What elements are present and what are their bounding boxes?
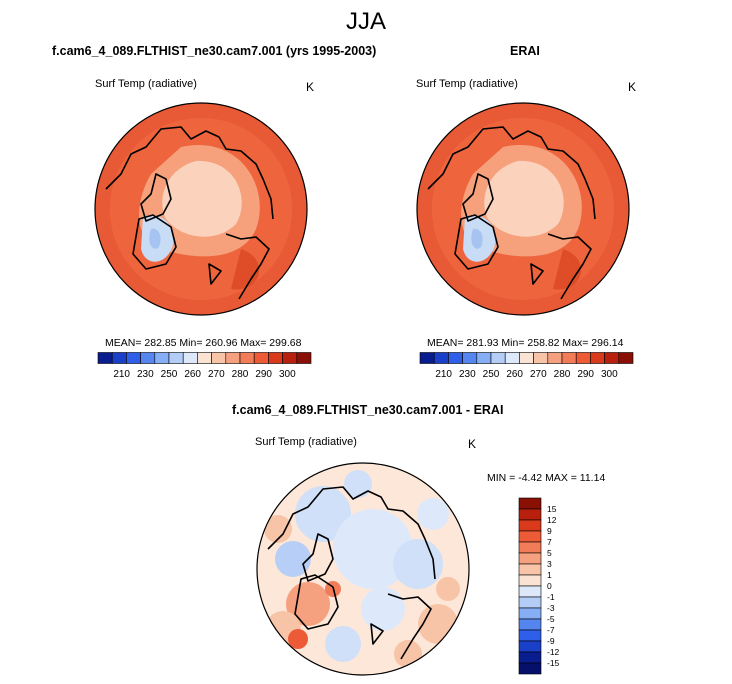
colorbar-1-tick-label: 210: [113, 369, 130, 380]
colorbar-1-swatch: [239, 352, 255, 364]
colorbar-1-swatch: [211, 352, 227, 364]
colorbar-3-swatch: [518, 662, 542, 675]
colorbar-3-tick-label: 5: [547, 548, 552, 558]
colorbar-2-swatch: [618, 352, 634, 364]
colorbar-3-swatch: [518, 585, 542, 598]
colorbar-3-tick-label: 0: [547, 581, 552, 591]
colorbar-1-tick-label: 300: [279, 369, 296, 380]
colorbar-1-swatch: [111, 352, 127, 364]
colorbar-2-tick-label: 270: [530, 369, 547, 380]
colorbar-2-tick-label: 230: [459, 369, 476, 380]
panel-2-title: ERAI: [510, 44, 540, 58]
colorbar-1-tick-label: 260: [184, 369, 201, 380]
colorbar-3-tick-label: 7: [547, 537, 552, 547]
panel-2-variable: Surf Temp (radiative): [416, 78, 518, 90]
colorbar-3-swatch: [518, 552, 542, 565]
colorbar-2-swatch: [433, 352, 449, 364]
colorbar-2-swatch: [504, 352, 520, 364]
colorbar-2-swatch: [575, 352, 591, 364]
colorbar-1-swatch: [154, 352, 170, 364]
colorbar-3-swatch: [518, 618, 542, 631]
panel-1-polar-map: [94, 102, 308, 316]
colorbar-2-swatch: [590, 352, 605, 364]
colorbar-1-tick-label: 290: [255, 369, 272, 380]
panel-3-units: K: [468, 437, 477, 451]
colorbar-1-swatch: [97, 352, 113, 364]
colorbar-1-swatch: [197, 352, 212, 364]
colorbar-3-swatch: [518, 629, 542, 642]
colorbar-3-tick-label: 3: [547, 559, 552, 569]
colorbar-2-tick-label: 280: [554, 369, 571, 380]
colorbar-1-swatch: [126, 352, 141, 364]
colorbar-2-swatch: [533, 352, 549, 364]
colorbar-2-swatch: [604, 352, 620, 364]
figure-title: JJA: [345, 8, 386, 35]
panel-2-stats: MEAN= 281.93 Min= 258.82 Max= 296.14: [427, 337, 624, 349]
colorbar-1-tick-label: 230: [137, 369, 154, 380]
colorbar-3-tick-label: 1: [547, 570, 552, 580]
colorbar-3-tick-label: -12: [547, 647, 560, 657]
colorbar-2-swatch: [462, 352, 478, 364]
colorbar-3-tick-label: -7: [547, 625, 555, 635]
colorbar-1-swatch: [296, 352, 312, 364]
colorbar-3-swatch: [518, 651, 542, 664]
panel-1-variable: Surf Temp (radiative): [95, 78, 197, 90]
colorbar-2-swatch: [419, 352, 435, 364]
colorbar-1-swatch: [182, 352, 198, 364]
colorbar-3-swatch: [518, 607, 542, 620]
panel-2-units: K: [628, 80, 637, 94]
colorbar-3-tick-label: -3: [547, 603, 555, 613]
colorbar-3-tick-label: 15: [547, 504, 557, 514]
colorbar-2-tick-label: 210: [435, 369, 452, 380]
colorbar-1-swatch: [225, 352, 241, 364]
colorbar-2-tick-label: 250: [483, 369, 500, 380]
colorbar-3-swatch: [518, 530, 542, 543]
colorbar-2-swatch: [561, 352, 577, 364]
colorbar-1-swatch: [253, 352, 269, 364]
panel-1-units: K: [306, 80, 315, 94]
colorbar-1-tick-label: 250: [161, 369, 178, 380]
colorbar-2-tick-label: 300: [601, 369, 618, 380]
panel-1-title: f.cam6_4_089.FLTHIST_ne30.cam7.001 (yrs …: [52, 44, 377, 58]
colorbar-1-tick-label: 270: [208, 369, 225, 380]
colorbar-3-swatch: [518, 497, 542, 510]
panel-3-title: f.cam6_4_089.FLTHIST_ne30.cam7.001 - ERA…: [232, 403, 504, 417]
colorbar-3-tick-label: -5: [547, 614, 555, 624]
colorbar-3-swatch: [518, 508, 542, 521]
panel-3-polar-map: [256, 462, 470, 676]
colorbar-3-swatch: [518, 596, 542, 609]
panel-3-variable: Surf Temp (radiative): [255, 436, 357, 448]
colorbar-3-swatch: [518, 563, 542, 576]
colorbar-2-tick-label: 290: [577, 369, 594, 380]
colorbar-1-swatch: [168, 352, 184, 364]
colorbar-3-swatch: [518, 574, 542, 587]
colorbar-1-swatch: [282, 352, 298, 364]
colorbar-1-swatch: [268, 352, 283, 364]
panel-3-stats: MIN = -4.42 MAX = 11.14: [487, 472, 606, 484]
panel-2-colorbar: 210 230 250 260 270 280 290 300: [419, 352, 634, 380]
colorbar-1-swatch: [140, 352, 156, 364]
colorbar-3-tick-label: -1: [547, 592, 555, 602]
panel-2-polar-map: [416, 102, 630, 316]
colorbar-3-tick-label: 12: [547, 515, 557, 525]
colorbar-2-swatch: [476, 352, 492, 364]
colorbar-3-swatch: [518, 519, 542, 532]
colorbar-3-tick-label: -9: [547, 636, 555, 646]
colorbar-3-tick-label: 9: [547, 526, 552, 536]
colorbar-3-tick-label: -15: [547, 658, 560, 668]
panel-1-stats: MEAN= 282.85 Min= 260.96 Max= 299.68: [105, 337, 302, 349]
colorbar-3-swatch: [518, 640, 542, 653]
colorbar-2-swatch: [490, 352, 506, 364]
colorbar-3-swatch: [518, 541, 542, 554]
colorbar-1-tick-label: 280: [232, 369, 249, 380]
panel-1-colorbar: 210 230 250 260 270 280 290 300: [97, 352, 312, 380]
colorbar-2-tick-label: 260: [506, 369, 523, 380]
colorbar-2-swatch: [519, 352, 534, 364]
colorbar-2-swatch: [448, 352, 463, 364]
colorbar-2-swatch: [547, 352, 563, 364]
